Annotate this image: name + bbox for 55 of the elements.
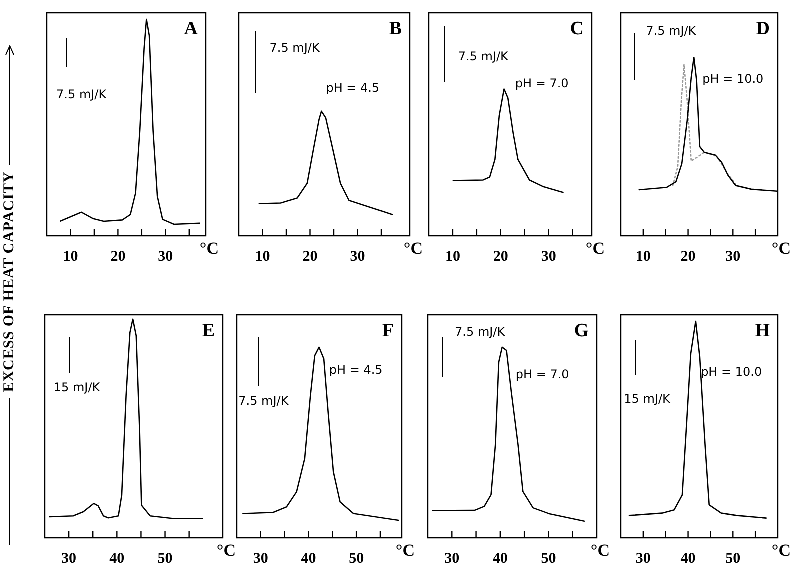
x-tick-label: 10 bbox=[636, 248, 651, 265]
x-axis-title: °C bbox=[772, 238, 791, 258]
annotation: pH = 4.5 bbox=[329, 362, 383, 377]
annotation: pH = 10.0 bbox=[701, 365, 762, 380]
chart-title: H bbox=[755, 320, 770, 342]
annotation: 7.5 mJ/K bbox=[56, 88, 108, 102]
chart-title: C bbox=[570, 18, 584, 40]
x-axis-title: °C bbox=[772, 540, 791, 560]
chart-title: D bbox=[756, 18, 770, 40]
x-axis-title: °C bbox=[396, 540, 415, 560]
x-axis-title: °C bbox=[200, 238, 219, 258]
x-tick-label: 30 bbox=[636, 550, 651, 565]
annotation: 15 mJ/K bbox=[624, 392, 672, 406]
x-tick-label: 30 bbox=[62, 550, 77, 565]
x-tick-label: 10 bbox=[63, 248, 78, 265]
x-axis-title: °C bbox=[216, 540, 236, 560]
x-tick-label: 50 bbox=[726, 550, 741, 565]
text: 7.5 mJ/K bbox=[455, 324, 506, 339]
x-tick-label: 30 bbox=[444, 550, 460, 565]
x-tick-label: 20 bbox=[302, 248, 318, 265]
chart-title: B bbox=[389, 18, 402, 40]
chart-title: E bbox=[202, 320, 215, 342]
x-tick-label: 30 bbox=[253, 550, 268, 565]
annotation: pH = 10.0 bbox=[702, 72, 764, 86]
x-tick-label: 40 bbox=[492, 550, 508, 565]
chart-title: A bbox=[184, 18, 198, 40]
x-tick-label: 20 bbox=[493, 248, 508, 265]
x-axis-title: °C bbox=[590, 540, 610, 560]
chart-title: G bbox=[574, 320, 590, 342]
annotation: 15 mJ/K bbox=[54, 380, 102, 395]
annotation: 7.5 mJ/K bbox=[238, 394, 290, 408]
annotation: pH = 7.0 bbox=[516, 367, 570, 382]
x-tick-label: 30 bbox=[541, 248, 556, 265]
x-tick-label: 10 bbox=[255, 248, 270, 265]
x-tick-label: 40 bbox=[110, 550, 125, 565]
x-tick-label: 30 bbox=[350, 248, 366, 265]
x-tick-label: 30 bbox=[158, 248, 174, 265]
annotation: pH = 7.0 bbox=[515, 76, 569, 90]
chart-title: F bbox=[382, 320, 394, 342]
x-tick-label: 50 bbox=[158, 550, 173, 565]
x-tick-label: 20 bbox=[680, 248, 696, 265]
text: 7.5 mJ/K bbox=[646, 24, 698, 38]
x-tick-label: 40 bbox=[301, 550, 316, 565]
text: 7.5 mJ/K bbox=[270, 40, 321, 55]
x-axis-title: °C bbox=[586, 238, 605, 258]
y-axis-title: EXCESS OF HEAT CAPACITY bbox=[2, 166, 18, 398]
x-tick-label: 40 bbox=[680, 550, 696, 565]
text: 7.5 mJ/K bbox=[458, 50, 510, 64]
x-tick-label: 50 bbox=[349, 550, 364, 565]
x-tick-label: 30 bbox=[726, 248, 741, 265]
x-axis-title: °C bbox=[404, 238, 423, 258]
x-tick-label: 10 bbox=[445, 248, 460, 265]
x-tick-label: 20 bbox=[110, 248, 126, 265]
text: pH = 4.5 bbox=[326, 80, 380, 95]
x-tick-label: 50 bbox=[541, 550, 556, 565]
